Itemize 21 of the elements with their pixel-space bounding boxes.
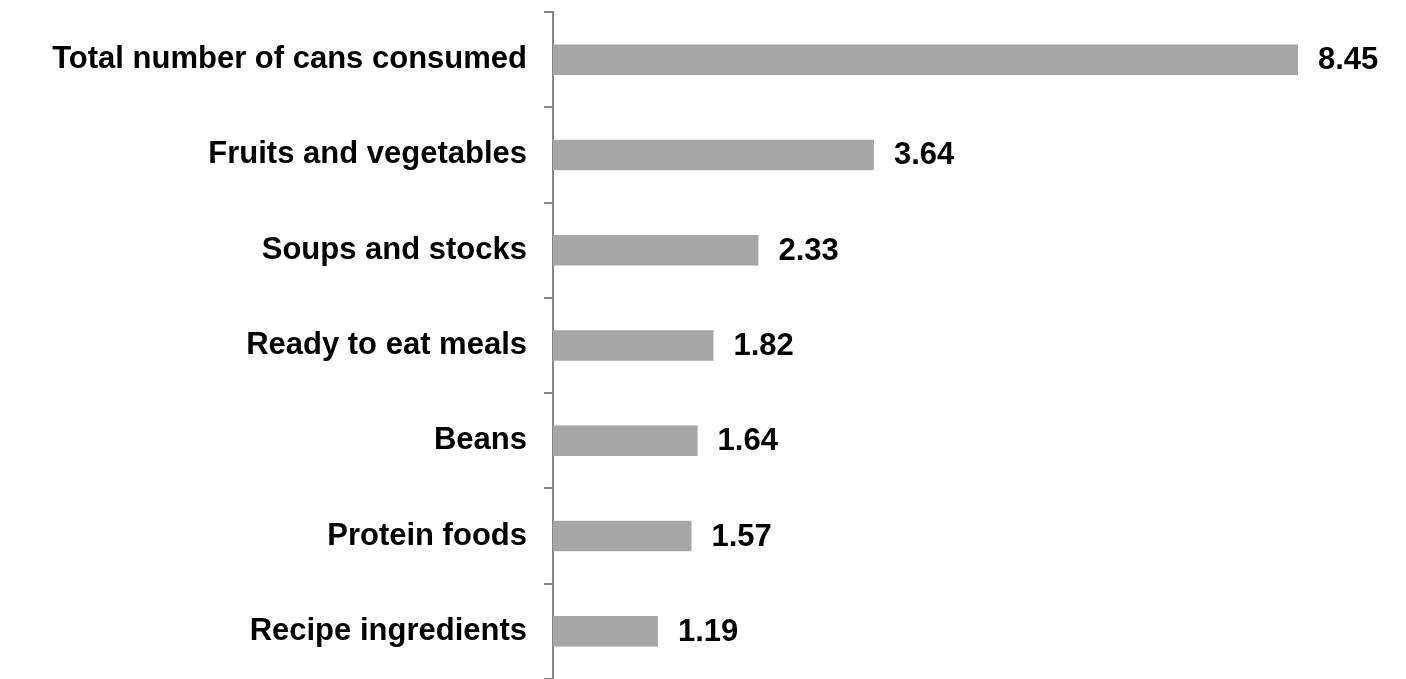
y-tick-label: Beans bbox=[433, 421, 527, 457]
data-label: 3.64 bbox=[893, 136, 956, 172]
bar bbox=[553, 139, 874, 171]
bar bbox=[553, 520, 692, 552]
y-tick-label: Ready to eat meals bbox=[246, 326, 527, 362]
y-tick-label: Recipe ingredients bbox=[249, 611, 527, 647]
bar bbox=[553, 234, 759, 266]
data-label: 1.19 bbox=[677, 612, 739, 648]
y-tick-label: Protein foods bbox=[327, 516, 527, 552]
y-tick-label: Fruits and vegetables bbox=[208, 135, 527, 171]
bar bbox=[553, 44, 1298, 75]
bar bbox=[553, 616, 658, 647]
y-tick-label: Total number of cans consumed bbox=[52, 40, 527, 76]
data-label: 1.82 bbox=[733, 327, 794, 363]
bar bbox=[553, 330, 714, 361]
data-label: 1.57 bbox=[711, 517, 772, 553]
data-label: 1.64 bbox=[717, 422, 779, 458]
bar bbox=[553, 425, 698, 457]
y-tick-label: Soups and stocks bbox=[261, 230, 527, 266]
data-label: 8.45 bbox=[1318, 41, 1379, 77]
data-label: 2.33 bbox=[778, 231, 839, 267]
